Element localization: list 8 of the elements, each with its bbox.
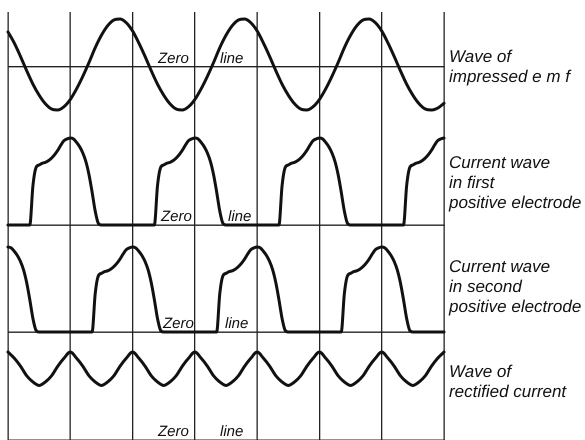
series-label: Current wave in first positive electrode xyxy=(448,153,582,212)
series-label: Current wave in second positive electrode xyxy=(448,257,582,316)
annotation: Zero line xyxy=(157,50,244,67)
annotation: Zero line xyxy=(157,423,244,440)
series-label: Wave of rectified current xyxy=(449,362,568,401)
annotation: Zero line xyxy=(162,315,248,332)
series-label: Wave of impressed e m f xyxy=(449,47,572,86)
annotation: Zero line xyxy=(160,208,252,225)
